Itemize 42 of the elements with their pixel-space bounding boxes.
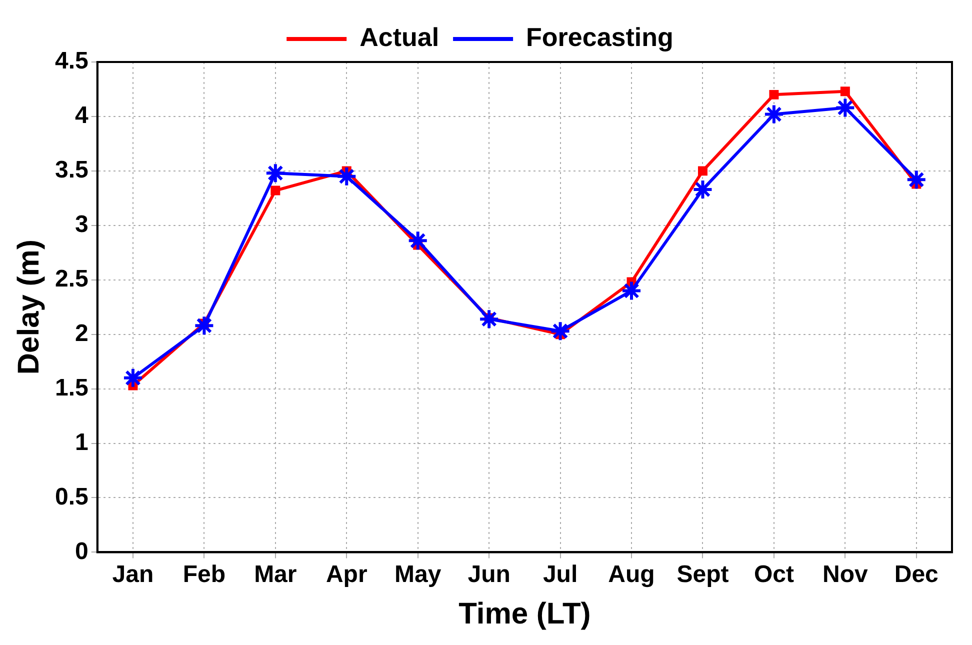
point xyxy=(763,104,784,125)
legend-label: Actual xyxy=(360,22,440,52)
point xyxy=(194,315,215,336)
point xyxy=(407,230,428,252)
point xyxy=(122,367,144,388)
point xyxy=(769,90,779,100)
y-tick-label: 2.5 xyxy=(54,265,88,292)
point xyxy=(698,166,708,176)
x-tick-label: Aug xyxy=(608,561,655,588)
point xyxy=(550,320,571,342)
y-tick-label: 3.5 xyxy=(54,156,88,184)
x-tick-label: Apr xyxy=(326,561,368,588)
x-tick-label: Nov xyxy=(822,561,868,588)
y-tick-label: 3 xyxy=(75,211,88,238)
x-tick-label: Oct xyxy=(754,561,794,588)
x-tick-label: Mar xyxy=(254,561,297,588)
y-tick-label: 0 xyxy=(75,538,88,565)
y-axis-title: Delay (m) xyxy=(12,240,46,375)
legend-label: Forecasting xyxy=(526,22,674,52)
point xyxy=(834,97,856,118)
x-tick-label: Jun xyxy=(468,561,510,588)
point xyxy=(621,280,642,302)
point xyxy=(906,169,927,190)
x-tick-label: Jan xyxy=(112,561,154,588)
y-tick-label: 1.5 xyxy=(54,374,88,402)
point xyxy=(840,86,850,96)
point xyxy=(478,308,500,330)
x-tick-label: Dec xyxy=(894,561,938,588)
x-tick-label: Sept xyxy=(676,561,729,588)
point xyxy=(264,162,286,184)
y-tick-label: 4.5 xyxy=(54,48,88,75)
x-tick-label: Jul xyxy=(542,561,578,588)
y-tick-label: 4 xyxy=(75,102,90,130)
x-tick-label: May xyxy=(394,561,442,588)
point xyxy=(692,178,714,200)
y-tick-label: 2 xyxy=(75,320,88,347)
y-tick-label: 1 xyxy=(75,428,88,456)
x-tick-label: Feb xyxy=(182,561,226,588)
point xyxy=(336,166,358,187)
y-tick-label: 0.5 xyxy=(54,483,88,510)
point xyxy=(270,186,280,196)
x-axis-title: Time (LT) xyxy=(458,597,591,630)
